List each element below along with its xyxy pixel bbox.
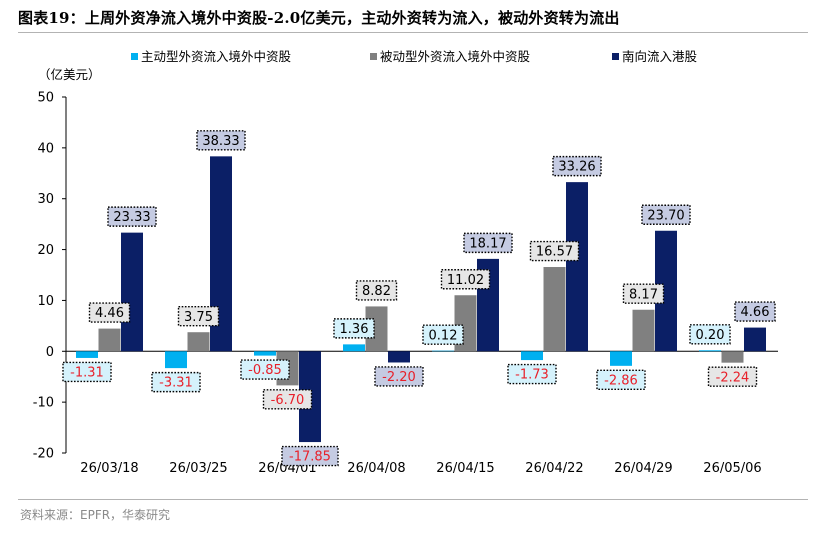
data-label-box bbox=[440, 269, 491, 290]
bar bbox=[98, 328, 121, 352]
data-label: -2.20 bbox=[382, 370, 416, 385]
data-label: -1.73 bbox=[515, 368, 549, 383]
data-label-box bbox=[622, 283, 665, 304]
source-note: 资料来源：EPFR，华泰研究 bbox=[20, 508, 171, 522]
bar bbox=[744, 327, 766, 352]
data-label: 3.75 bbox=[184, 310, 213, 325]
bar bbox=[343, 344, 365, 352]
data-label: 11.02 bbox=[447, 273, 484, 288]
bar bbox=[721, 351, 744, 363]
data-label-box bbox=[734, 301, 776, 322]
data-label: 23.70 bbox=[647, 208, 684, 223]
data-label-box bbox=[151, 371, 201, 393]
data-label: 4.66 bbox=[741, 305, 770, 320]
y-tick-label: -20 bbox=[33, 447, 54, 462]
chart-title: 图表19：上周外资净流入境外中资股-2.0亿美元，主动外资转为流入，被动外资转为… bbox=[18, 9, 620, 27]
legend-swatch bbox=[370, 53, 377, 60]
data-label: 0.12 bbox=[429, 328, 458, 343]
data-label: 33.26 bbox=[558, 160, 595, 175]
y-tick-label: 0 bbox=[46, 345, 54, 360]
y-tick-label: 50 bbox=[37, 91, 54, 106]
data-label-box bbox=[355, 280, 398, 301]
x-category-label: 26/05/06 bbox=[703, 461, 761, 476]
data-label-box bbox=[281, 445, 339, 467]
data-label: -0.85 bbox=[248, 363, 282, 378]
bar bbox=[699, 350, 721, 352]
data-label-box bbox=[374, 366, 424, 387]
data-label: 23.33 bbox=[113, 210, 150, 225]
x-category-label: 26/04/29 bbox=[614, 461, 672, 476]
bar bbox=[432, 350, 454, 352]
legend-label: 主动型外资流入境外中资股 bbox=[141, 49, 292, 64]
data-label-box bbox=[641, 204, 691, 225]
y-tick-label: 30 bbox=[37, 192, 54, 207]
data-label-box bbox=[689, 324, 731, 345]
legend-swatch bbox=[131, 53, 138, 60]
data-label: 8.17 bbox=[629, 287, 658, 302]
bar bbox=[566, 182, 588, 352]
data-label: 38.33 bbox=[202, 134, 239, 149]
data-label-box bbox=[262, 389, 313, 410]
title-bar: 图表19：上周外资净流入境外中资股-2.0亿美元，主动外资转为流入，被动外资转为… bbox=[18, 4, 808, 33]
x-category-label: 26/04/15 bbox=[436, 461, 494, 476]
data-label: 16.57 bbox=[536, 245, 573, 260]
y-tick-label: 10 bbox=[37, 294, 54, 309]
bar bbox=[655, 230, 677, 352]
bar bbox=[210, 156, 232, 352]
x-category-label: 26/04/22 bbox=[525, 461, 583, 476]
legend-label: 被动型外资流入境外中资股 bbox=[380, 49, 531, 64]
bar bbox=[521, 351, 543, 361]
data-label-box bbox=[196, 130, 246, 151]
bar bbox=[543, 267, 566, 352]
bar bbox=[365, 306, 388, 352]
data-label-box bbox=[177, 306, 220, 327]
y-tick-label: -10 bbox=[33, 396, 54, 411]
y-tick-label: 40 bbox=[37, 141, 54, 156]
data-label-box bbox=[333, 318, 375, 339]
data-label-box bbox=[107, 206, 157, 227]
y-axis-unit: （亿美元） bbox=[38, 67, 101, 82]
data-label: -17.85 bbox=[289, 450, 331, 465]
data-label: 18.17 bbox=[469, 236, 506, 251]
data-label-box bbox=[422, 324, 464, 345]
data-label-box bbox=[552, 155, 602, 177]
data-label-box bbox=[463, 232, 513, 254]
data-label: 4.46 bbox=[95, 306, 124, 321]
bar-chart: -20 -10 0 10 20 30 40 50 （亿美元） 主动型外资流入境外中资股 被动型外资流… bbox=[33, 49, 778, 476]
bar bbox=[254, 351, 276, 356]
bar bbox=[388, 351, 410, 363]
data-label-box bbox=[529, 240, 580, 262]
data-label-box bbox=[507, 363, 557, 385]
bar bbox=[165, 351, 187, 369]
data-label-box bbox=[88, 302, 131, 323]
data-label: -3.31 bbox=[159, 376, 193, 391]
bar bbox=[76, 351, 98, 358]
data-label: -6.70 bbox=[271, 393, 305, 408]
data-label: 8.82 bbox=[362, 284, 391, 299]
data-label: -2.24 bbox=[716, 370, 750, 385]
data-label: -2.86 bbox=[604, 373, 638, 388]
y-tick-label: 20 bbox=[37, 243, 54, 258]
legend-swatch bbox=[612, 53, 619, 60]
bar bbox=[610, 351, 632, 366]
source-divider bbox=[18, 499, 808, 500]
bar bbox=[632, 309, 655, 352]
x-category-label: 26/03/25 bbox=[169, 461, 227, 476]
data-label: 0.20 bbox=[696, 328, 725, 343]
bar bbox=[121, 232, 143, 352]
data-label: 1.36 bbox=[340, 322, 369, 337]
x-category-label: 26/04/08 bbox=[347, 461, 405, 476]
data-label-box bbox=[62, 361, 112, 383]
bar bbox=[187, 332, 210, 352]
legend-label: 南向流入港股 bbox=[622, 49, 698, 64]
data-label-box bbox=[707, 366, 758, 387]
x-category-label: 26/03/18 bbox=[80, 461, 138, 476]
data-label-box bbox=[596, 369, 646, 391]
data-label-box bbox=[240, 359, 290, 380]
data-label: -1.31 bbox=[70, 366, 104, 381]
